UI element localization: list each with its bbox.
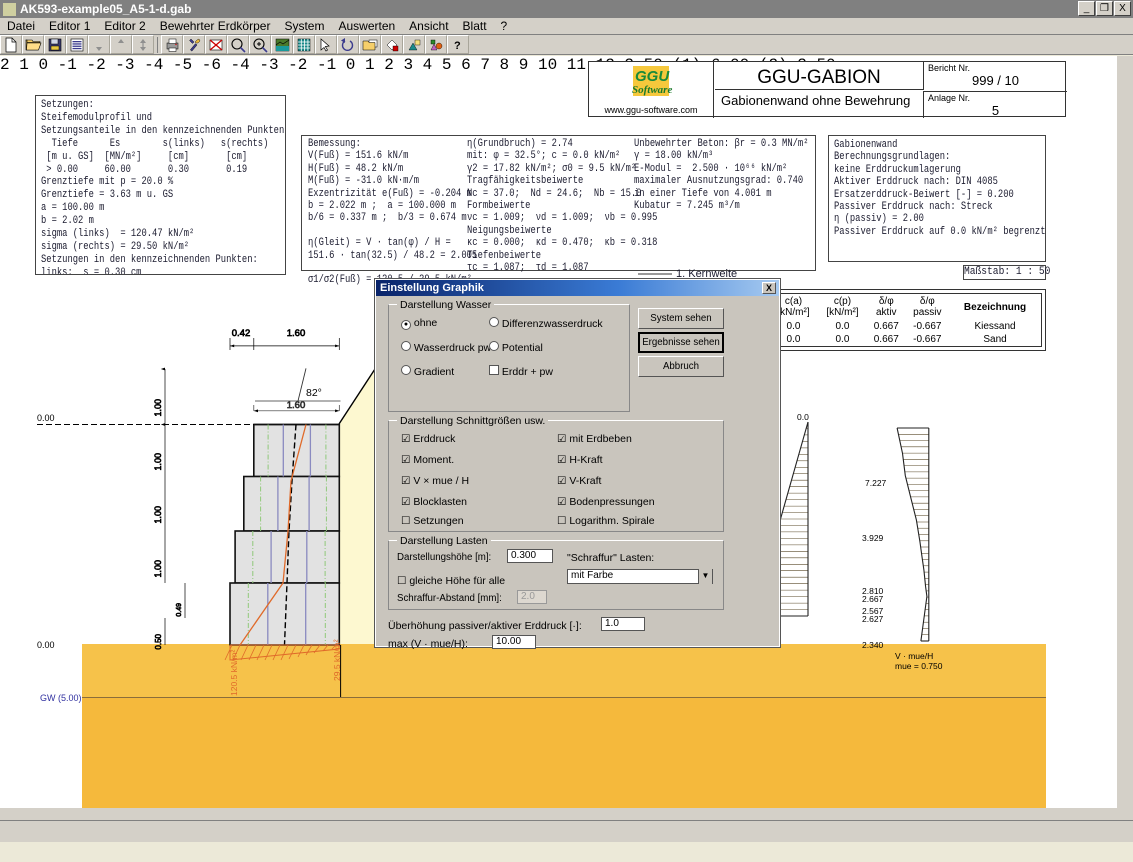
svg-text:120.5 kN/m²: 120.5 kN/m² [229, 650, 239, 696]
svg-text:2.667: 2.667 [862, 594, 884, 604]
svg-text:2.340: 2.340 [862, 640, 884, 650]
svg-text:82°: 82° [306, 387, 322, 399]
svg-text:7.227: 7.227 [865, 478, 887, 488]
svg-text:2.627: 2.627 [862, 614, 884, 624]
svg-text:?: ? [454, 40, 461, 52]
svg-text:0.00: 0.00 [37, 413, 55, 423]
svg-text:1.60: 1.60 [287, 328, 306, 339]
svg-text:1.00: 1.00 [153, 560, 163, 578]
svg-text:1.00: 1.00 [153, 506, 163, 524]
svg-text:0.00: 0.00 [37, 640, 55, 650]
svg-text:1.00: 1.00 [153, 453, 163, 471]
svg-text:GW (5.00): GW (5.00) [40, 693, 82, 703]
svg-text:0.49: 0.49 [176, 603, 183, 617]
svg-text:0.50: 0.50 [154, 633, 163, 649]
svg-text:V · mue/H: V · mue/H [895, 651, 933, 661]
svg-text:0.0: 0.0 [797, 412, 809, 422]
svg-text:3.929: 3.929 [862, 533, 884, 543]
svg-text:1.60: 1.60 [287, 400, 306, 411]
svg-text:0.42: 0.42 [232, 328, 251, 339]
svg-text:1.00: 1.00 [153, 399, 163, 417]
svg-text:mue = 0.750: mue = 0.750 [895, 661, 943, 671]
